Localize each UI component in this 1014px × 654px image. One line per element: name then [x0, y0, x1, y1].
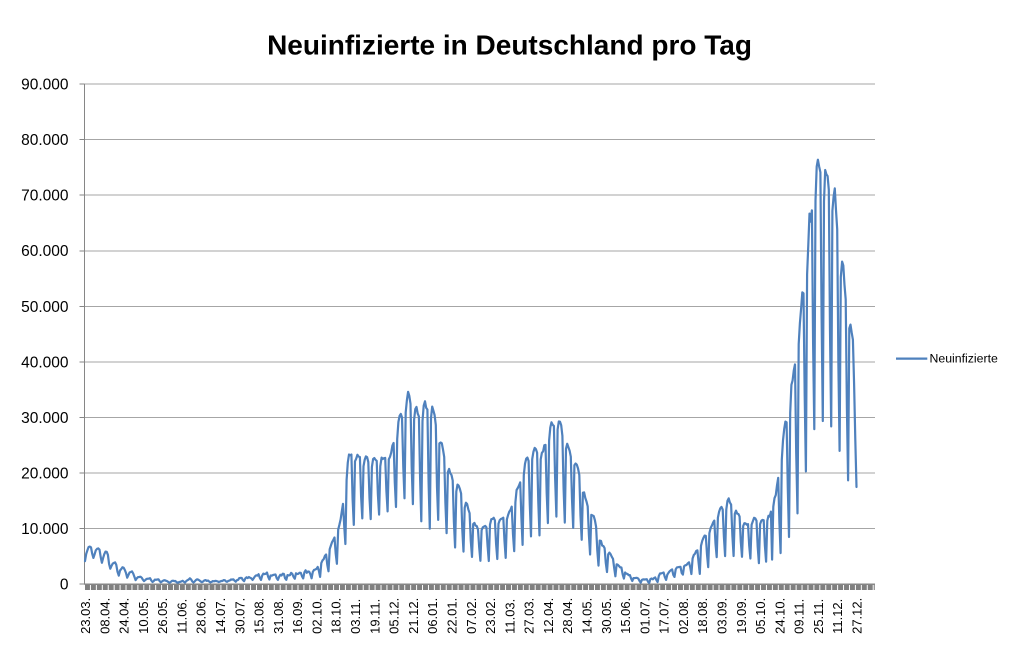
svg-text:02.08.: 02.08. — [676, 598, 691, 634]
svg-text:27.12.: 27.12. — [850, 598, 865, 634]
svg-text:Neuinfizierte in Deutschland p: Neuinfizierte in Deutschland pro Tag — [267, 30, 752, 61]
svg-text:60.000: 60.000 — [21, 243, 69, 260]
svg-text:10.000: 10.000 — [21, 521, 69, 538]
svg-text:08.04.: 08.04. — [97, 598, 112, 634]
svg-text:30.07.: 30.07. — [232, 598, 247, 634]
svg-text:05.10.: 05.10. — [753, 598, 768, 634]
svg-text:03.11.: 03.11. — [348, 599, 363, 634]
svg-text:17.07.: 17.07. — [657, 598, 672, 634]
svg-text:19.11.: 19.11. — [367, 599, 382, 634]
svg-text:01.07.: 01.07. — [637, 598, 652, 634]
svg-text:09.11.: 09.11. — [792, 599, 807, 634]
svg-text:15.06.: 15.06. — [618, 598, 633, 634]
svg-text:14.07.: 14.07. — [213, 598, 228, 634]
svg-text:16.09.: 16.09. — [290, 598, 305, 634]
svg-text:07.02.: 07.02. — [464, 598, 479, 634]
svg-text:24.10.: 24.10. — [772, 598, 787, 634]
svg-text:23.03.: 23.03. — [78, 598, 93, 634]
svg-text:30.05.: 30.05. — [599, 598, 614, 634]
svg-text:31.08.: 31.08. — [271, 598, 286, 634]
svg-text:80.000: 80.000 — [21, 132, 69, 149]
svg-text:90.000: 90.000 — [21, 77, 69, 94]
svg-text:40.000: 40.000 — [21, 354, 69, 371]
svg-text:06.01.: 06.01. — [425, 598, 440, 634]
svg-text:20.000: 20.000 — [21, 466, 69, 483]
svg-text:11.03.: 11.03. — [502, 599, 517, 634]
svg-text:28.06.: 28.06. — [194, 598, 209, 634]
svg-text:Neuinfizierte: Neuinfizierte — [930, 351, 999, 365]
svg-text:18.08.: 18.08. — [695, 598, 710, 634]
svg-text:03.09.: 03.09. — [715, 598, 730, 634]
svg-text:21.12.: 21.12. — [406, 598, 421, 634]
svg-text:05.12.: 05.12. — [387, 598, 402, 634]
svg-text:11.06.: 11.06. — [174, 599, 189, 634]
svg-text:19.09.: 19.09. — [734, 598, 749, 634]
svg-text:26.05.: 26.05. — [155, 598, 170, 634]
svg-text:18.10.: 18.10. — [329, 598, 344, 634]
svg-text:50.000: 50.000 — [21, 299, 69, 316]
svg-text:30.000: 30.000 — [21, 410, 69, 427]
svg-text:0: 0 — [60, 577, 69, 594]
svg-text:28.04.: 28.04. — [560, 598, 575, 634]
svg-text:22.01.: 22.01. — [445, 598, 460, 634]
svg-text:11.12.: 11.12. — [830, 599, 845, 634]
svg-text:27.03.: 27.03. — [522, 598, 537, 634]
svg-text:70.000: 70.000 — [21, 188, 69, 205]
svg-text:23.02.: 23.02. — [483, 598, 498, 634]
svg-text:02.10.: 02.10. — [310, 598, 325, 634]
svg-text:15.08.: 15.08. — [252, 598, 267, 634]
svg-text:10.05.: 10.05. — [136, 598, 151, 634]
svg-text:24.04.: 24.04. — [117, 598, 132, 634]
svg-text:12.04.: 12.04. — [541, 598, 556, 634]
svg-text:14.05.: 14.05. — [580, 598, 595, 634]
svg-text:25.11.: 25.11. — [811, 599, 826, 634]
